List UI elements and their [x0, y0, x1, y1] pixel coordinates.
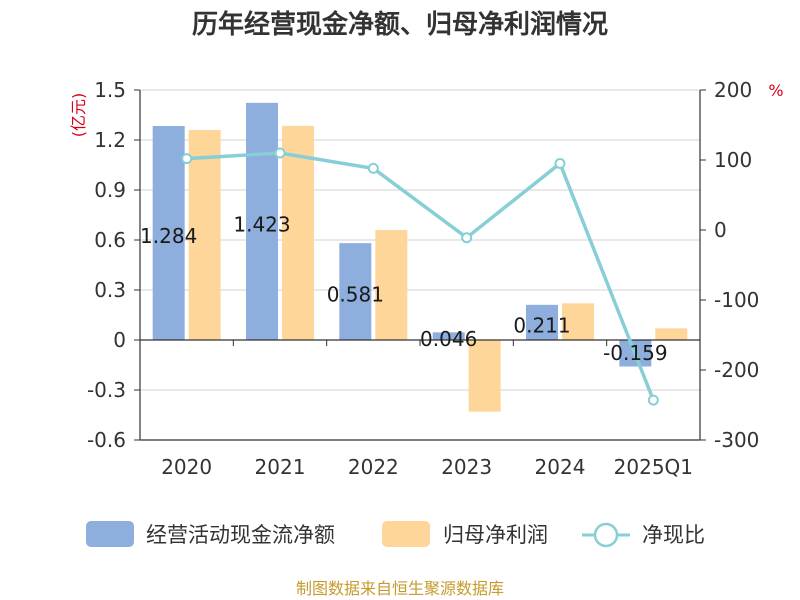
- ratio-point: [647, 394, 659, 406]
- data-label: 0.046: [420, 327, 477, 351]
- left-axis-ticks: 1.5 1.2 0.9 0.6 0.3 0 -0.3 -0.6: [87, 78, 126, 452]
- right-tick-label: -100: [714, 288, 759, 312]
- bar-cash-flow: [526, 304, 558, 340]
- data-label: 1.284: [140, 224, 197, 248]
- left-tick-label: 0.3: [94, 278, 126, 302]
- right-tick-label: -200: [714, 358, 759, 382]
- legend-marker-ratio: [593, 522, 619, 548]
- grid-lines: [140, 89, 700, 441]
- data-label: 0.211: [513, 313, 570, 337]
- chart-title: 历年经营现金净额、归母净利润情况: [192, 9, 608, 40]
- bar-net-profit: [655, 328, 688, 340]
- ratio-point: [181, 153, 193, 165]
- ratio-point: [367, 162, 379, 174]
- bar-cash-flow: [152, 126, 185, 340]
- ratio-polyline: [186, 151, 655, 401]
- bar-net-profit: [188, 130, 221, 340]
- data-label: -0.159: [603, 341, 667, 365]
- legend-label-net-profit: 归母净利润: [443, 523, 548, 547]
- left-tick-label: 0.6: [94, 228, 126, 252]
- right-tick-label: -300: [714, 428, 759, 452]
- left-tick-label: 0: [113, 328, 126, 352]
- bars: [152, 102, 688, 412]
- right-tick-label: 0: [714, 218, 727, 242]
- legend-label-cash-flow: 经营活动现金流净额: [146, 523, 335, 547]
- bar-net-profit: [375, 230, 408, 340]
- legend-swatch-net-profit: [382, 521, 430, 547]
- left-tick-label: -0.6: [87, 428, 126, 452]
- right-tick-label: 100: [714, 148, 752, 172]
- legend-swatch-cash-flow: [86, 521, 134, 547]
- data-labels: 1.284 1.423 0.581 0.046 0.211 -0.159: [140, 212, 668, 365]
- left-axis-unit: (亿元): [69, 93, 88, 138]
- x-tick-label: 2021: [255, 455, 306, 479]
- bar-net-profit: [468, 340, 501, 412]
- legend-label-ratio: 净现比: [642, 523, 705, 547]
- left-tick-label: 1.2: [94, 128, 126, 152]
- left-tick-label: 0.9: [94, 178, 126, 202]
- x-tick-label: 2023: [441, 455, 492, 479]
- right-axis-unit: %: [768, 81, 783, 100]
- legend: 经营活动现金流净额 归母净利润 净现比: [86, 521, 705, 548]
- bar-net-profit: [562, 303, 594, 340]
- x-tick-label: 2022: [348, 455, 399, 479]
- left-tick-label: 1.5: [94, 78, 126, 102]
- left-tick-label: -0.3: [87, 378, 126, 402]
- bar-cash-flow: [432, 332, 465, 340]
- bar-net-profit: [282, 125, 314, 340]
- source-note: 制图数据来自恒生聚源数据库: [296, 579, 504, 598]
- data-label: 1.423: [233, 212, 290, 236]
- x-tick-label: 2025Q1: [614, 455, 693, 479]
- x-tick-label: 2020: [161, 455, 212, 479]
- x-axis-ticks: 2020 2021 2022 2023 2024 2025Q1: [139, 340, 701, 479]
- right-axis-ticks: 200 100 0 -100 -200 -300: [700, 78, 759, 452]
- bar-cash-flow: [246, 102, 278, 340]
- ratio-point: [461, 232, 473, 244]
- bar-cash-flow: [339, 243, 372, 340]
- x-tick-label: 2024: [535, 455, 586, 479]
- data-label: 0.581: [327, 283, 384, 307]
- ratio-point: [274, 147, 286, 159]
- right-tick-label: 200: [714, 78, 752, 102]
- ratio-point: [554, 158, 566, 169]
- ratio-line: [181, 147, 659, 406]
